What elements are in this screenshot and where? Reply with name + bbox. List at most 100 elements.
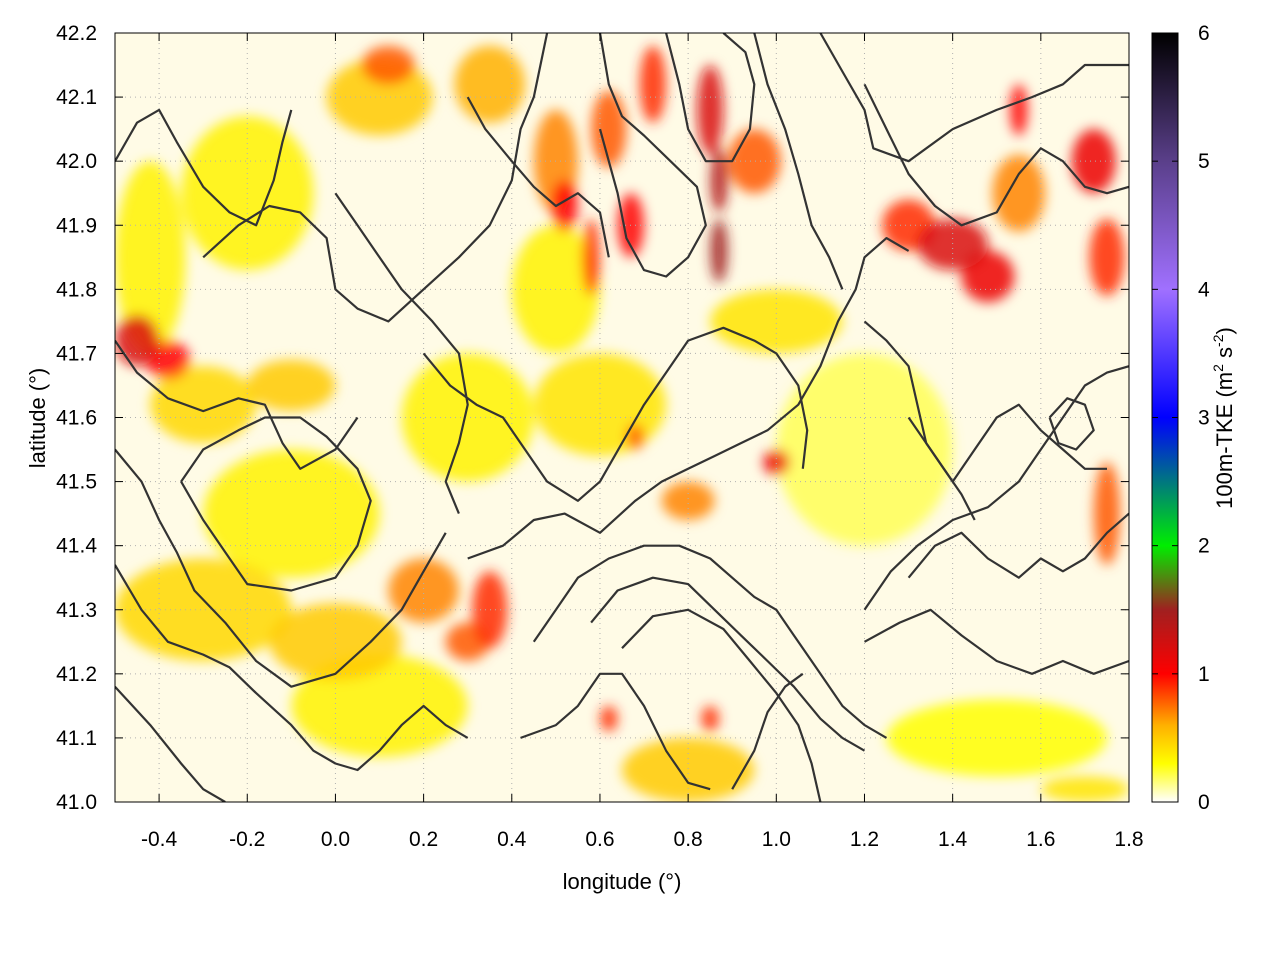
tke-field-blob	[622, 737, 755, 802]
tke-field-blob	[917, 218, 988, 271]
tke-field-blob	[710, 289, 843, 354]
tke-field-blob	[763, 449, 790, 476]
terrain-contour-line	[665, 33, 756, 163]
x-axis-label: longitude (°)	[563, 869, 682, 894]
terrain-contour-line	[753, 33, 844, 290]
terrain-contour-line	[863, 320, 976, 521]
x-tick-label: 0.8	[674, 828, 703, 851]
y-tick-label: 41.8	[56, 278, 97, 301]
terrain-contour-line	[863, 365, 1129, 611]
x-tick-label: 1.4	[938, 828, 968, 851]
tke-field-blob	[1009, 84, 1028, 136]
x-tick-label: 0.0	[321, 828, 350, 851]
y-tick-label: 41.5	[56, 471, 97, 494]
terrain-contour-line	[731, 672, 804, 790]
colorbar: 0 1 2 3 4 5 6	[1151, 22, 1210, 814]
terrain-contour-line	[466, 96, 610, 258]
tke-field-blob	[710, 148, 728, 213]
terrain-contour-line	[621, 608, 822, 802]
tke-field-blob	[696, 65, 724, 155]
colorbar-label-mid: s	[1212, 347, 1237, 364]
terrain-contour-line	[863, 608, 1129, 675]
axes: -0.4 -0.2 0.0 0.2 0.4 0.6 0.8 1.0 1.2 1.4 1.6 1.8 41…	[56, 22, 1143, 851]
terrain-contour-line	[819, 33, 1129, 163]
y-tick-label: 41.1	[56, 727, 97, 750]
x-tick-label: 1.8	[1114, 828, 1143, 851]
terrain-contour-line	[115, 108, 293, 227]
tke-field-blob	[776, 353, 953, 546]
terrain-contours	[115, 33, 1129, 802]
tke-field-blob	[150, 366, 257, 444]
tke-field-blob	[1040, 776, 1129, 802]
x-tick-label: 0.2	[409, 828, 438, 851]
colorbar-tick-label: 6	[1198, 22, 1210, 45]
terrain-contour-line	[115, 339, 359, 470]
tke-field-blob	[661, 481, 715, 521]
tke-field-blob	[454, 45, 526, 123]
y-tick-label: 41.6	[56, 407, 97, 430]
x-tick-label: -0.4	[141, 828, 178, 851]
terrain-contour-line	[907, 512, 1129, 579]
tke-field-blob	[639, 45, 667, 123]
terrain-contour-line	[115, 448, 447, 688]
tke-field-blob	[247, 359, 336, 412]
tke-field-blob	[388, 558, 459, 623]
y-tick-label: 42.2	[56, 22, 97, 45]
y-tick-label: 42.0	[56, 150, 97, 173]
x-tick-label: 1.6	[1026, 828, 1055, 851]
x-tick-label: -0.2	[229, 828, 265, 851]
tke-field-blob	[269, 603, 402, 681]
tke-field-blob	[361, 45, 415, 85]
terrain-contour-line	[467, 237, 910, 560]
colorbar-label: 100m-TKE (m2 s-2)	[1210, 327, 1237, 509]
tke-field-blob	[472, 571, 508, 649]
colorbar-tick-label: 1	[1198, 663, 1210, 686]
colorbar-label-end: )	[1212, 327, 1237, 334]
terrain-contour-line	[202, 33, 549, 323]
colorbar-tick-label: 2	[1198, 535, 1210, 558]
colorbar-label-sup1: 2	[1210, 364, 1226, 372]
y-axis-label: latitude (°)	[25, 368, 50, 469]
y-tick-label: 41.4	[56, 535, 97, 558]
terrain-contour-line	[590, 576, 866, 752]
colorbar-label-main: 100m-TKE (m	[1212, 372, 1237, 509]
terrain-contour-line	[334, 192, 469, 515]
y-tick-label: 42.1	[56, 86, 97, 109]
colorbar-label-sup2: -2	[1210, 334, 1226, 347]
tke-field-blob	[115, 161, 186, 354]
tke-field-blob	[291, 654, 468, 758]
terrain-contour-line	[598, 33, 707, 278]
colorbar-tick-label: 5	[1198, 150, 1210, 173]
y-tick-label: 41.0	[56, 791, 97, 814]
x-tick-label: 1.2	[850, 828, 879, 851]
tke-field-blob	[551, 180, 578, 232]
terrain-contour-line	[520, 672, 711, 791]
terrain-contour-line	[1048, 397, 1095, 451]
tke-field-blob	[1093, 462, 1121, 565]
terrain-contour-line	[115, 564, 469, 772]
y-tick-label: 41.9	[56, 214, 97, 237]
tke-field-blob	[401, 353, 534, 482]
tke-field-blob	[1071, 129, 1116, 194]
y-tick-label: 41.7	[56, 342, 97, 365]
tke-field-blob	[886, 699, 1107, 777]
tke-field-blob	[710, 218, 728, 283]
tke-field-blob	[1089, 218, 1125, 296]
terrain-contour-line	[180, 416, 372, 592]
tke-field-blob	[582, 218, 600, 296]
tke-field-blob	[626, 423, 645, 450]
tke-field-blob	[591, 90, 627, 168]
y-tick-label: 41.2	[56, 663, 97, 686]
y-tick-label: 41.3	[56, 599, 97, 622]
tke-field-blob	[992, 154, 1046, 232]
tke-field-blob	[115, 314, 160, 367]
tke-field-blob	[701, 705, 719, 732]
terrain-contour-line	[532, 544, 888, 739]
tke-field-blob	[599, 705, 618, 732]
x-tick-label: 0.6	[585, 828, 614, 851]
colorbar-tick-label: 3	[1198, 407, 1210, 430]
x-tick-label: 1.0	[762, 828, 791, 851]
colorbar-tick-label: 4	[1198, 278, 1210, 301]
